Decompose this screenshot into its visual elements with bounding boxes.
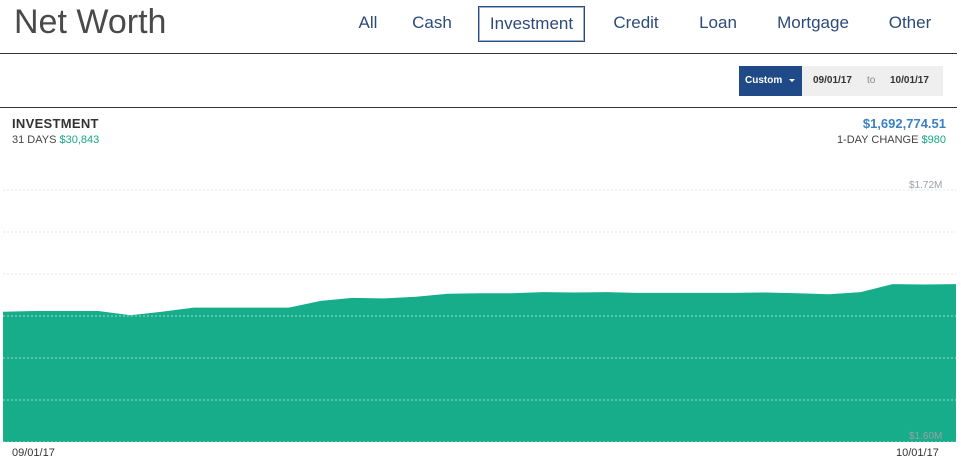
data-point[interactable] [191,305,197,311]
data-point[interactable] [731,290,737,296]
tab-mortgage[interactable]: Mortgage [777,13,849,32]
data-point[interactable] [349,295,355,301]
data-point[interactable] [826,291,832,297]
date-to-label: to [867,75,876,86]
data-point[interactable] [858,289,864,295]
data-point[interactable] [159,309,165,315]
period-label: 31 DAYS [12,134,57,146]
data-point[interactable] [890,281,896,287]
one-day-label: 1-DAY CHANGE [836,134,919,146]
period-change: 31 DAYS $30,843 [12,134,99,146]
custom-range-dropdown[interactable]: Custom [739,66,802,96]
data-point[interactable] [286,305,292,311]
summary-divider [0,107,957,108]
data-point[interactable] [32,308,38,314]
data-point[interactable] [540,289,546,295]
summary-right: $1,692,774.51 1-DAY CHANGE $980 [837,116,946,146]
custom-range-label: Custom [745,75,783,86]
investment-series-area [3,284,956,442]
data-point[interactable] [127,312,133,318]
one-day-change: 1-DAY CHANGE $980 [837,134,946,146]
data-point[interactable] [254,305,260,311]
header-divider [0,53,957,54]
start-date[interactable]: 09/01/17 [813,75,852,86]
data-point[interactable] [794,290,800,296]
summary-left: INVESTMENT 31 DAYS $30,843 [12,116,99,146]
total-value: $1,692,774.51 [862,116,946,131]
data-point[interactable] [508,290,514,296]
investment-area-chart [3,189,956,442]
data-point[interactable] [95,308,101,314]
data-point[interactable] [477,290,483,296]
date-range: 09/01/17 to 10/01/17 [802,66,943,96]
tab-cash[interactable]: Cash [412,13,452,32]
data-point[interactable] [445,291,451,297]
x-tick-label-start: 09/01/17 [12,447,55,459]
data-point[interactable] [64,308,70,314]
data-point[interactable] [413,294,419,300]
data-point[interactable] [381,295,387,301]
data-point[interactable] [635,290,641,296]
data-point[interactable] [604,289,610,295]
end-date[interactable]: 10/01/17 [890,75,929,86]
data-point[interactable] [222,305,228,311]
tab-other[interactable]: Other [888,13,932,32]
data-point[interactable] [667,290,673,296]
data-point[interactable] [921,282,927,288]
tab-investment[interactable]: Investment [478,6,585,42]
tab-credit[interactable]: Credit [613,13,659,32]
one-day-change-value: $980 [921,134,946,146]
account-type-heading: INVESTMENT [12,116,99,131]
tab-loan[interactable]: Loan [699,13,737,32]
period-change-value: $30,843 [59,134,100,146]
caret-down-icon [789,79,795,82]
x-tick-label-end: 10/01/17 [896,447,939,459]
data-point[interactable] [572,290,578,296]
page-title: Net Worth [14,3,167,41]
y-tick-label-top: $1.72M [909,180,943,191]
y-tick-label-bottom: $1.60M [909,431,943,442]
data-point[interactable] [699,290,705,296]
data-point[interactable] [762,290,768,296]
data-point[interactable] [318,298,324,304]
tab-all[interactable]: All [358,13,378,32]
page-header: Net Worth All Cash Investment Credit Loa… [0,0,961,54]
